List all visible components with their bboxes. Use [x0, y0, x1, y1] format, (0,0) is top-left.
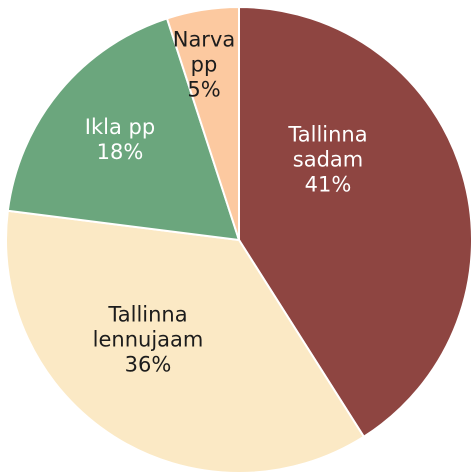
slice-label: Tallinna sadam 41%: [273, 123, 383, 198]
pie-slice: [6, 17, 241, 242]
slice-label: Ikla pp 18%: [60, 115, 180, 165]
category-label: Tallinna sadam: [288, 122, 368, 172]
pie-slice: [165, 5, 240, 241]
value-label: 41%: [304, 172, 352, 197]
value-label: 18%: [96, 140, 144, 164]
value-label: 5%: [187, 77, 221, 102]
category-label: Tallinna lennujaam: [92, 302, 204, 352]
category-label: Ikla pp: [84, 115, 156, 139]
category-label: Narva pp: [172, 27, 236, 77]
slice-label: Tallinna lennujaam 36%: [81, 303, 216, 378]
pie-slice: [238, 5, 471, 439]
value-label: 36%: [124, 352, 172, 377]
slice-label: Narva pp 5%: [169, 28, 239, 103]
pie-slice: [5, 209, 366, 474]
